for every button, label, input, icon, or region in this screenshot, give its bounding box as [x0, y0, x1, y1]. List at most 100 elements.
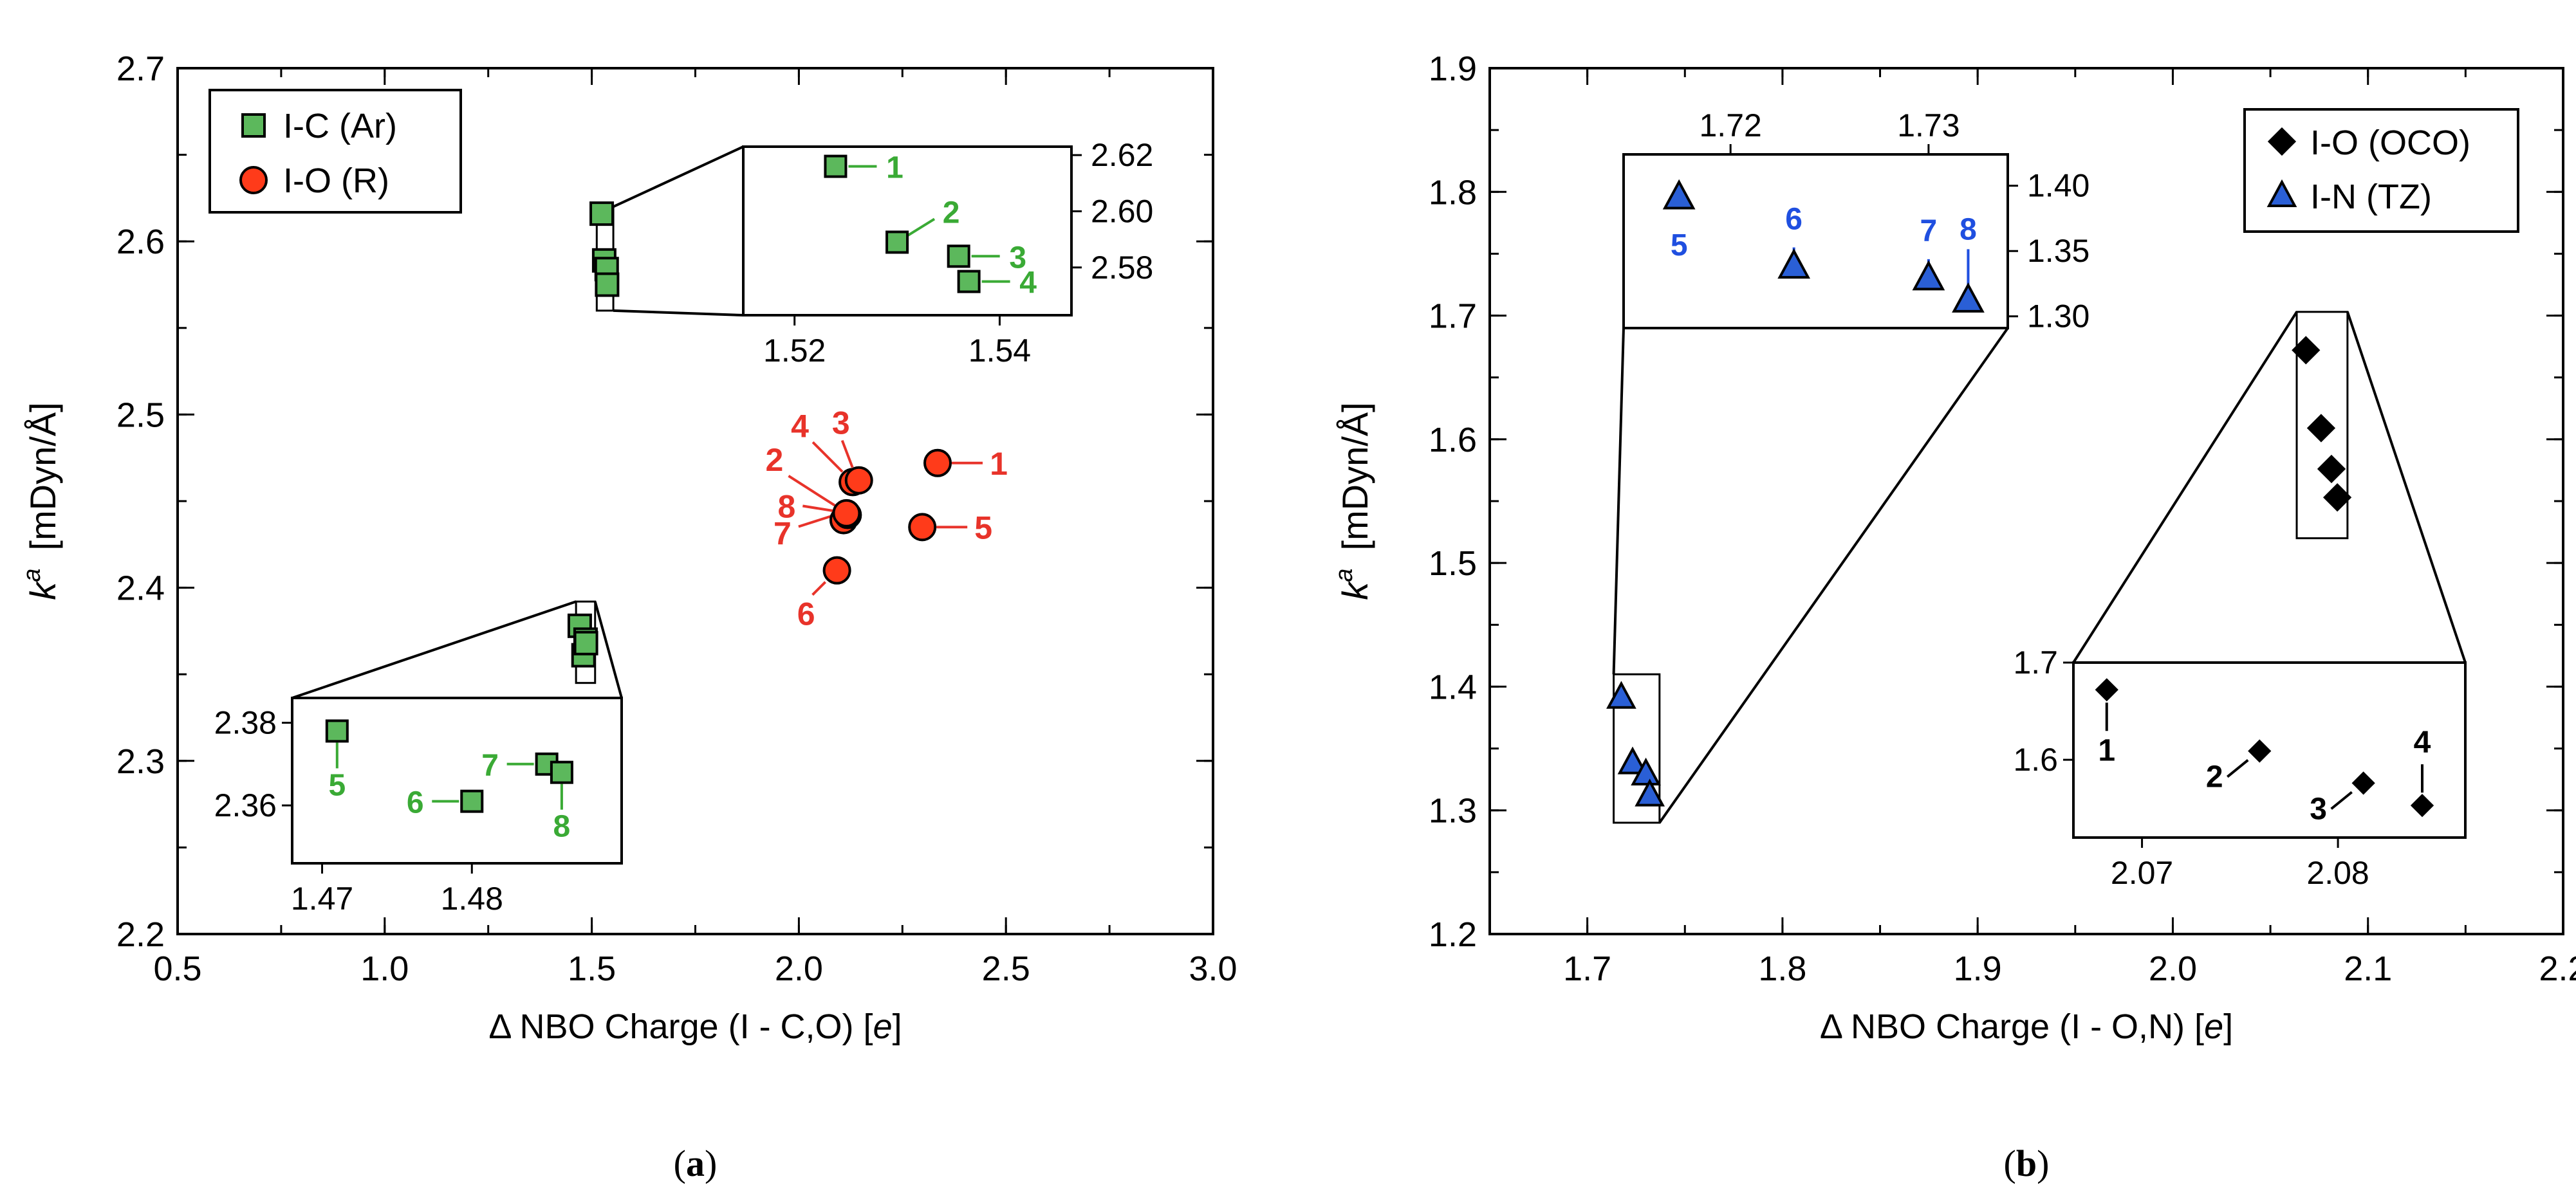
legend: I-C (Ar) I-O (R) — [208, 89, 462, 214]
inset-x-tick-label: 2.07 — [2111, 855, 2173, 891]
point-marker-tz-8 — [1635, 778, 1665, 807]
point-callout-line — [811, 581, 827, 596]
y-axis-label-symbol: k — [23, 580, 63, 600]
legend-label-ic: I-C (Ar) — [283, 107, 397, 145]
inset-point-label: 8 — [553, 810, 571, 844]
panel-label-close: ) — [2037, 1142, 2049, 1184]
inset-y-tick-label: 1.30 — [2027, 298, 2090, 335]
point-callout-line — [840, 439, 854, 468]
zoom-connector — [2346, 311, 2467, 663]
x-axis-label: Δ NBO Charge (I - O,N) [e] — [1820, 1007, 2233, 1046]
y-tick-label: 1.7 — [1429, 297, 1477, 336]
point-marker-ic-4 — [595, 272, 620, 297]
zoom-connector — [1658, 327, 2009, 824]
x-tick-label: 1.5 — [568, 949, 616, 988]
point-label-io-8: 8 — [777, 489, 795, 525]
point-marker-io-5 — [908, 513, 937, 542]
inset-point-label: 3 — [1009, 241, 1026, 275]
inset-y-tick-label: 2.58 — [1091, 250, 1153, 286]
inset-x-tick-label: 1.48 — [441, 881, 503, 917]
inset-point-label: 2 — [943, 196, 960, 230]
zoom-connector — [292, 600, 577, 699]
y-axis-label-group: ka [mDyn/Å] — [19, 402, 63, 600]
point-label-io-6: 6 — [797, 596, 815, 632]
point-marker-oco-1 — [2292, 336, 2321, 365]
legend-frame — [2243, 108, 2519, 233]
inset-point-label: 4 — [2414, 726, 2431, 760]
legend-marker-tz — [2266, 179, 2297, 207]
inset-y-tick-label: 1.6 — [2013, 742, 2058, 778]
inset-point-label: 2 — [2206, 760, 2223, 794]
y-axis-label-group: ka [mDyn/Å] — [1331, 402, 1375, 600]
y-tick-label: 1.4 — [1429, 668, 1477, 706]
panel-label: (b) — [2004, 1142, 2050, 1184]
point-marker-io-2 — [832, 499, 861, 527]
inset-point-label: 8 — [1960, 212, 1977, 246]
y-tick-label: 1.8 — [1429, 173, 1477, 212]
inset-y-tick-label: 2.62 — [1091, 137, 1153, 173]
inset-y-tick-label: 1.7 — [2013, 645, 2058, 681]
inset-point-marker — [1777, 248, 1811, 279]
x-tick-label: 2.0 — [2149, 949, 2197, 988]
zoom-connector — [1612, 327, 1625, 675]
legend-marker-ic — [241, 113, 266, 138]
y-axis-label-units: [mDyn/Å] — [1335, 402, 1375, 568]
inset-callout-line — [907, 217, 936, 237]
x-tick-label: 0.5 — [153, 949, 201, 988]
inset-x-tick-label: 1.47 — [291, 881, 353, 917]
inset-point-marker — [2248, 739, 2272, 763]
point-marker-oco-3 — [2317, 454, 2346, 484]
x-axis-label-unit: e — [2204, 1007, 2223, 1046]
y-tick-label: 1.9 — [1429, 50, 1477, 88]
inset-point-marker — [1952, 282, 1985, 313]
inset-point-marker — [947, 244, 970, 268]
y-tick-label: 1.6 — [1429, 421, 1477, 459]
y-tick-label: 1.3 — [1429, 792, 1477, 830]
inset-x-tick-label: 2.08 — [2306, 855, 2369, 891]
inset: 1.52 1.54 2.58 2.60 2.62 1 2 34 — [742, 137, 1153, 369]
inset-point-marker — [2410, 794, 2434, 818]
inset-x-tick-label: 1.54 — [968, 333, 1031, 369]
point-marker-oco-2 — [2306, 414, 2336, 443]
legend-label-oco: I-O (OCO) — [2310, 124, 2470, 162]
point-label-io-7: 7 — [774, 516, 792, 552]
x-axis-label-text: Δ NBO Charge (I - C,O) [ — [488, 1007, 873, 1046]
inset-point-marker — [325, 719, 349, 743]
y-axis-label: ka [mDyn/Å] — [19, 402, 63, 600]
inset-point-marker — [550, 760, 573, 784]
chart-0: 0.5 1.0 1.5 2.0 2.5 3.0 2.2 2.3 2.4 2.5 2.6 2.7 Δ NB… — [19, 50, 1237, 1184]
inset-point-marker — [2351, 771, 2375, 795]
inset-y-tick-label: 2.36 — [214, 787, 277, 823]
y-tick-label: 2.2 — [116, 915, 165, 954]
inset-x-tick-label: 1.52 — [763, 333, 826, 369]
inset-callout-line — [2227, 758, 2249, 778]
point-callout-line — [811, 441, 844, 473]
point-marker-tz-7 — [1631, 757, 1661, 785]
y-tick-label: 1.5 — [1429, 544, 1477, 583]
inset: 1.72 1.73 1.30 1.35 1.40 5 6 7 8 — [1622, 107, 2090, 335]
inset-point-marker — [460, 789, 484, 813]
inset-y-tick-label: 2.60 — [1091, 193, 1153, 229]
inset-x-tick-label: 1.73 — [1897, 107, 1960, 143]
inset-point-marker — [1912, 260, 1945, 291]
inset-frame — [1622, 153, 2009, 329]
zoom-box — [1613, 673, 1661, 824]
panel-label-letter: b — [2016, 1142, 2037, 1184]
y-tick-label: 2.5 — [116, 396, 165, 434]
panel-label: (a) — [674, 1142, 718, 1184]
inset-y-tick-label: 1.40 — [2027, 168, 2090, 204]
x-tick-label: 2.0 — [775, 949, 823, 988]
panel-label-close: ) — [705, 1142, 717, 1184]
zoom-connector — [593, 601, 623, 699]
inset-point-label: 6 — [1785, 203, 1802, 237]
y-axis-label-symbol: k — [1335, 580, 1375, 600]
x-axis-label-unit: e — [873, 1007, 893, 1046]
inset-point-label: 4 — [1019, 266, 1037, 300]
x-tick-label: 2.2 — [2539, 949, 2576, 988]
x-tick-label: 1.9 — [1954, 949, 2002, 988]
inset-y-tick-label: 1.35 — [2027, 233, 2090, 269]
point-marker-tz-6 — [1617, 746, 1648, 775]
inset-point-marker — [957, 270, 981, 293]
y-axis-label-units: [mDyn/Å] — [23, 402, 63, 568]
y-tick-label: 1.2 — [1429, 915, 1477, 954]
